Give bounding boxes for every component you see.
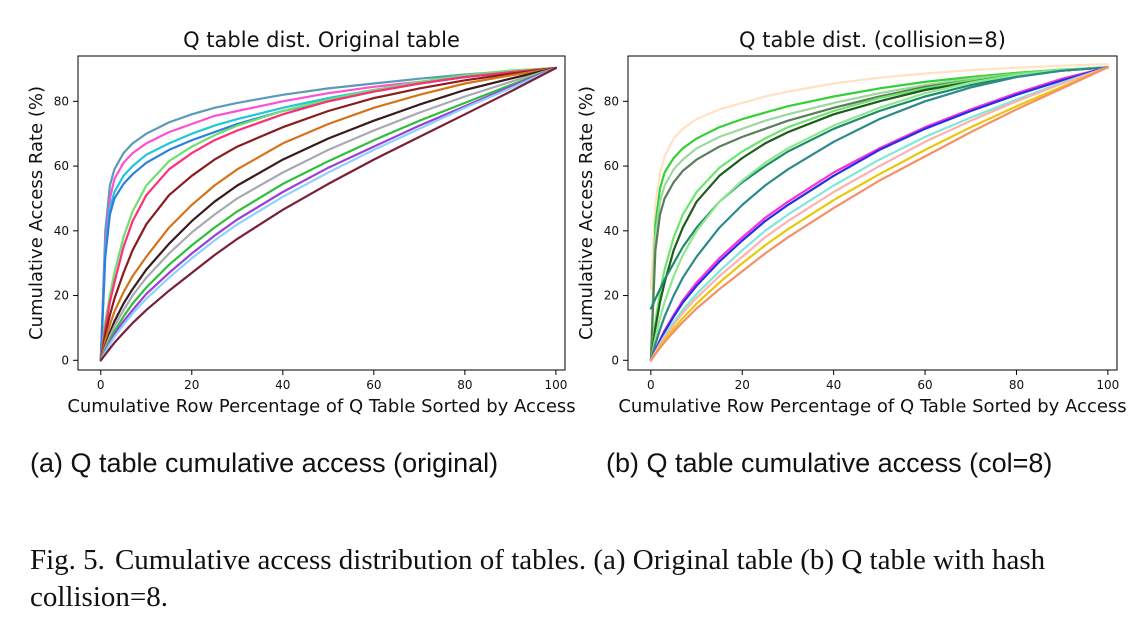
series-line-7 <box>649 66 1110 310</box>
y-tick-label: 0 <box>611 353 619 367</box>
series-line-12 <box>99 66 558 362</box>
series-group <box>99 66 558 362</box>
figure-caption: Fig. 5. Cumulative access distribution of… <box>30 542 1120 616</box>
figure-caption-label: Fig. 5. <box>30 544 105 576</box>
y-tick-label: 20 <box>604 289 619 303</box>
series-line-15 <box>649 66 1110 362</box>
series-line-6 <box>99 66 558 362</box>
y-axis-label: Cumulative Access Rate (%) <box>26 86 47 340</box>
subcaption-a: (a) Q table cumulative access (original) <box>30 448 499 478</box>
x-tick-label: 20 <box>735 378 750 392</box>
y-tick-label: 20 <box>54 289 69 303</box>
chart-panel-collision: Q table dist. (collision=8) 0 20 40 60 80 100 0… <box>570 0 1140 420</box>
x-axis-label: Cumulative Row Percentage of Q Table Sor… <box>67 396 575 417</box>
y-tick-label: 80 <box>604 94 619 108</box>
x-tick-label: 40 <box>826 378 841 392</box>
y-axis-label: Cumulative Access Rate (%) <box>576 86 597 340</box>
series-line-5 <box>99 66 558 362</box>
y-tick-label: 60 <box>54 159 69 173</box>
x-tick-label: 60 <box>366 378 381 392</box>
y-tick-label: 40 <box>604 224 619 238</box>
x-tick-label: 80 <box>1009 378 1024 392</box>
series-line-9 <box>99 66 558 362</box>
series-line-14 <box>99 66 558 362</box>
series-line-14 <box>649 66 1110 362</box>
chart-collision-svg: Q table dist. (collision=8) 0 20 40 60 80 100 0… <box>576 28 1127 417</box>
x-tick-label: 0 <box>647 378 655 392</box>
series-line-3 <box>649 66 1110 362</box>
x-tick-label: 100 <box>544 378 567 392</box>
series-line-13 <box>649 66 1110 362</box>
series-line-11 <box>649 66 1110 362</box>
series-line-1 <box>99 66 558 362</box>
series-line-8 <box>99 66 558 362</box>
series-line-9 <box>649 66 1110 362</box>
series-line-5 <box>649 66 1110 362</box>
chart-original-svg: Q table dist. Original table 0 20 40 60 80 100… <box>26 28 576 417</box>
series-line-8 <box>649 66 1110 362</box>
series-line-2 <box>649 66 1110 362</box>
series-line-1 <box>649 62 1110 291</box>
y-tick-label: 60 <box>604 159 619 173</box>
plot-frame <box>627 55 1118 371</box>
x-tick-label: 40 <box>275 378 290 392</box>
series-line-10 <box>99 66 558 362</box>
x-tick-label: 80 <box>457 378 472 392</box>
chart-title: Q table dist. (collision=8) <box>739 28 1006 52</box>
y-tick-label: 0 <box>61 353 69 367</box>
x-axis-label: Cumulative Row Percentage of Q Table Sor… <box>618 396 1126 417</box>
chart-panel-original: Q table dist. Original table 0 20 40 60 80 100… <box>0 0 576 420</box>
y-tick-label: 80 <box>54 94 69 108</box>
subcaption-b: (b) Q table cumulative access (col=8) <box>606 448 1053 478</box>
chart-title: Q table dist. Original table <box>183 28 460 52</box>
plot-frame <box>77 55 566 371</box>
series-line-7 <box>99 66 558 362</box>
series-line-11 <box>99 66 558 362</box>
x-tick-label: 0 <box>97 378 105 392</box>
series-line-13 <box>99 66 558 362</box>
x-tick-label: 20 <box>184 378 199 392</box>
figure-caption-text: Cumulative access distribution of tables… <box>30 544 1046 613</box>
series-group <box>649 62 1110 362</box>
y-tick-label: 40 <box>54 224 69 238</box>
x-tick-label: 100 <box>1096 378 1119 392</box>
x-tick-label: 60 <box>917 378 932 392</box>
